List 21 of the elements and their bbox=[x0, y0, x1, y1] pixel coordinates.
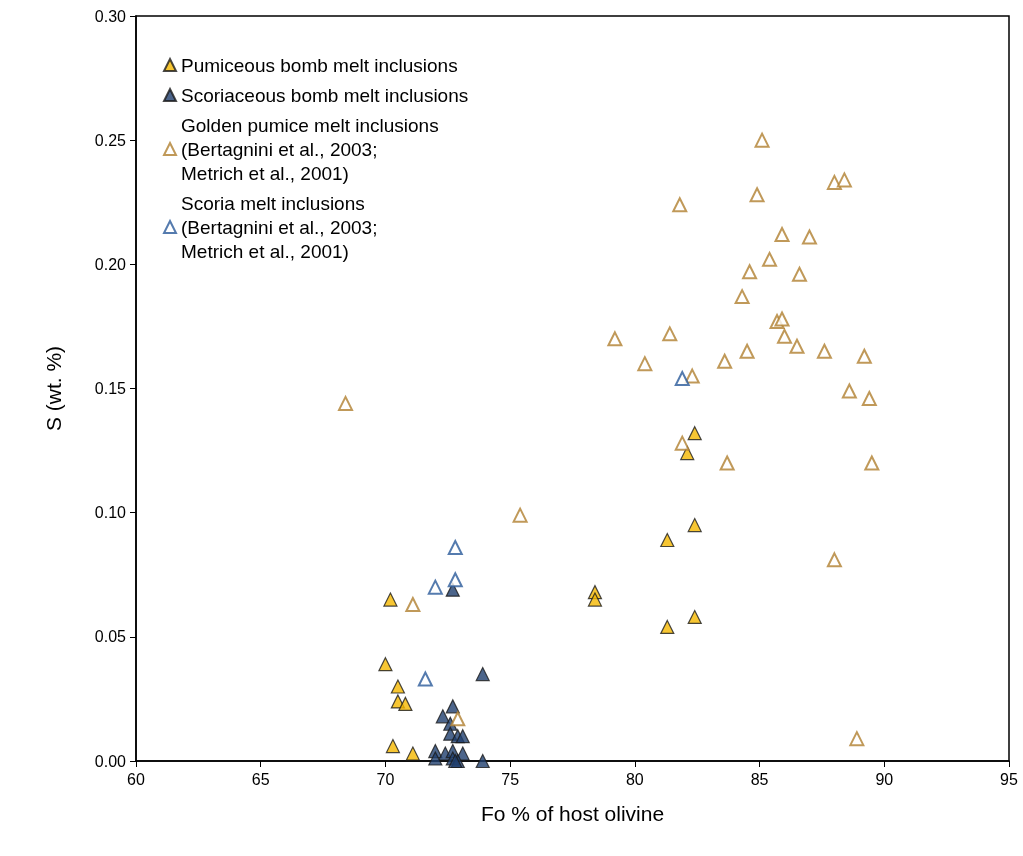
y-axis-title: S (wt. %) bbox=[42, 345, 65, 432]
legend-label: Scoriaceous bomb melt inclusions bbox=[181, 84, 469, 106]
x-tick-label: 80 bbox=[625, 770, 644, 788]
x-tick-label: 85 bbox=[750, 770, 769, 788]
legend-label: Pumiceous bomb melt inclusions bbox=[181, 54, 458, 76]
x-tick-label: 60 bbox=[127, 770, 145, 788]
x-tick-label: 75 bbox=[501, 770, 520, 788]
x-axis-title: Fo % of host olivine bbox=[480, 802, 665, 825]
y-tick-label: 0.10 bbox=[94, 504, 127, 522]
y-tick-label: 0.30 bbox=[94, 7, 127, 25]
y-tick-label: 0.25 bbox=[94, 131, 127, 149]
x-tick-label: 65 bbox=[251, 770, 270, 788]
legend-label: Golden pumice melt inclusions (Bertagnini et al., 2003; Metrich et al., 2001) bbox=[181, 114, 439, 184]
y-tick-label: 0.00 bbox=[94, 752, 127, 770]
y-tick-label: 0.20 bbox=[94, 255, 127, 273]
legend-label: Scoria melt inclusions (Bertagnini et al., 2003; Metrich et al., 2001) bbox=[181, 192, 378, 262]
x-tick-label: 90 bbox=[875, 770, 894, 788]
y-tick-label: 0.05 bbox=[94, 628, 127, 646]
x-tick-label: 70 bbox=[376, 770, 395, 788]
x-tick-label: 95 bbox=[1000, 770, 1018, 788]
y-tick-label: 0.15 bbox=[94, 380, 127, 397]
